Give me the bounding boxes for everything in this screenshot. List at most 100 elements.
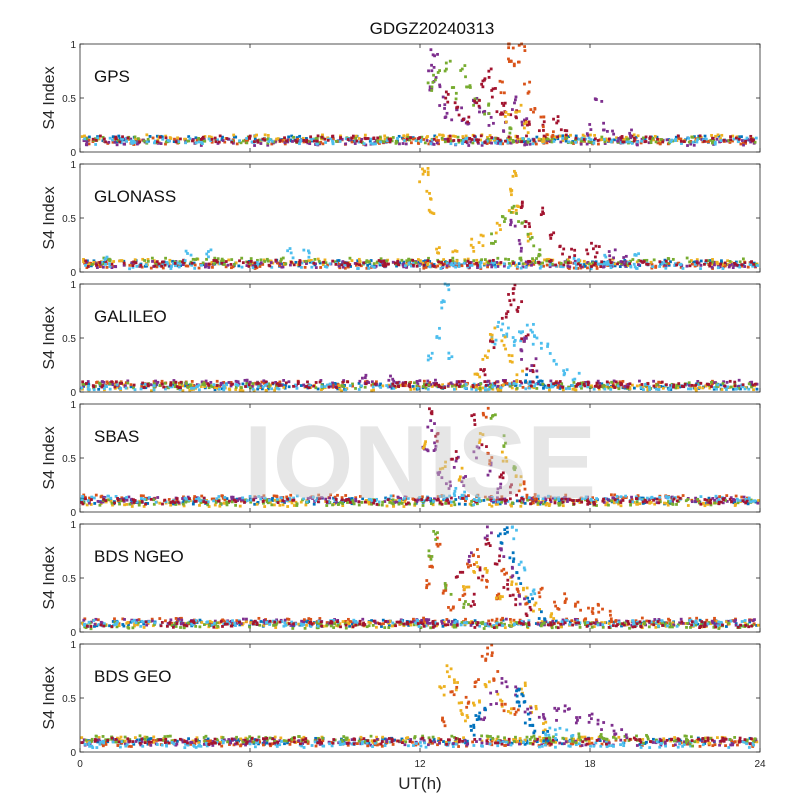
data-point [496, 325, 500, 328]
data-point [526, 131, 530, 135]
data-point [350, 497, 354, 500]
data-point [461, 135, 465, 138]
data-point [523, 122, 526, 126]
data-point [249, 386, 252, 390]
data-point [391, 260, 395, 264]
data-point [249, 498, 253, 502]
data-point [689, 142, 693, 146]
data-point [602, 121, 605, 125]
data-point [360, 384, 363, 388]
data-point [184, 141, 187, 145]
data-point [282, 263, 286, 266]
data-point [168, 139, 171, 143]
data-point [476, 373, 480, 377]
data-point [303, 265, 307, 269]
data-point [281, 139, 285, 143]
data-point [586, 266, 589, 270]
data-point [735, 263, 739, 267]
data-point [677, 261, 681, 265]
data-point [129, 385, 133, 389]
data-point [667, 263, 671, 267]
data-point [96, 618, 100, 622]
data-point [235, 142, 239, 146]
data-point [505, 498, 508, 502]
data-point [502, 434, 506, 438]
data-point [425, 139, 429, 142]
data-point [298, 263, 302, 267]
data-point [649, 139, 653, 143]
data-point [309, 259, 313, 262]
data-point [116, 139, 120, 142]
data-point [108, 624, 111, 628]
data-point [485, 356, 489, 359]
data-point [441, 95, 445, 99]
data-point [465, 497, 468, 501]
data-point [468, 86, 472, 89]
data-point [181, 384, 185, 388]
data-point [655, 501, 659, 504]
data-point [753, 499, 757, 503]
data-point [630, 498, 634, 502]
data-point [259, 258, 263, 262]
data-point [335, 386, 338, 389]
data-point [513, 338, 517, 342]
data-point [367, 266, 371, 270]
data-point [358, 495, 362, 498]
data-point [292, 263, 296, 267]
data-point [263, 260, 266, 263]
data-point [475, 96, 479, 100]
data-point [214, 499, 217, 502]
data-point [199, 263, 203, 267]
data-point [207, 255, 210, 259]
data-point [635, 500, 639, 504]
data-point [531, 330, 534, 334]
data-point [191, 257, 195, 261]
data-point [523, 501, 527, 505]
data-point [650, 622, 654, 626]
data-point [437, 473, 440, 476]
data-point [419, 259, 422, 263]
data-point [108, 258, 112, 262]
data-point [305, 385, 308, 389]
data-point [609, 140, 613, 144]
data-point [679, 262, 683, 266]
data-point [313, 257, 317, 261]
data-point [667, 388, 671, 392]
data-point [348, 500, 352, 504]
data-point [513, 169, 516, 173]
data-point [87, 138, 91, 142]
data-point [499, 388, 503, 392]
data-point [550, 137, 554, 140]
data-point [687, 381, 691, 385]
data-point [163, 263, 167, 267]
data-point [370, 389, 374, 393]
data-point [638, 379, 641, 383]
data-point [498, 223, 502, 227]
data-point [329, 384, 333, 388]
data-point [383, 134, 387, 138]
data-point [421, 504, 425, 507]
data-point [668, 386, 672, 390]
data-point [102, 137, 106, 141]
y-axis-label: S4 Index [41, 426, 58, 489]
data-point [640, 383, 644, 386]
data-point [496, 384, 500, 388]
data-point [221, 135, 224, 139]
data-point [441, 133, 444, 137]
data-point [104, 259, 108, 263]
data-point [262, 501, 265, 505]
data-point [643, 137, 647, 141]
data-point [512, 204, 516, 208]
data-point [103, 384, 107, 388]
data-point [92, 388, 96, 392]
data-point [442, 494, 446, 498]
data-point [515, 204, 519, 208]
data-point [129, 620, 133, 624]
data-point [508, 264, 512, 268]
data-point [236, 499, 240, 502]
data-point [587, 140, 591, 144]
data-point [331, 139, 334, 143]
data-point [312, 495, 315, 499]
data-point [539, 265, 543, 268]
data-point [235, 380, 239, 384]
